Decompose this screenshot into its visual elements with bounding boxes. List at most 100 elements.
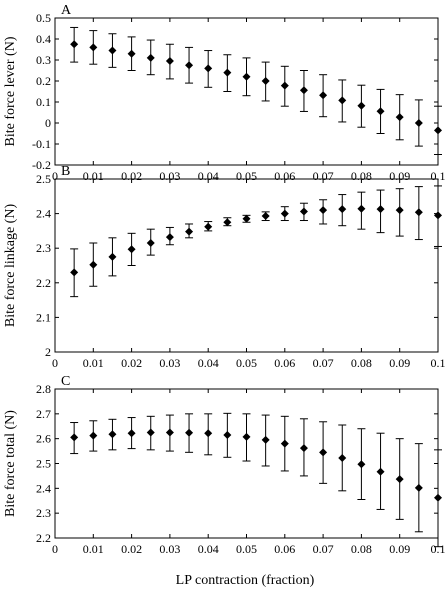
- panel-letter: A: [61, 3, 72, 18]
- data-point: [434, 493, 442, 502]
- y-axis-title: Bite force linkage (N): [3, 204, 18, 328]
- x-tick-label: 0.08: [351, 356, 372, 370]
- x-tick-label: 0.06: [274, 542, 295, 556]
- x-tick-label: 0.08: [351, 542, 372, 556]
- data-point: [70, 268, 79, 277]
- data-point: [185, 227, 194, 236]
- data-point: [165, 233, 174, 242]
- data-point: [319, 448, 328, 457]
- data-point: [338, 96, 347, 105]
- data-point: [223, 68, 232, 77]
- data-point: [242, 432, 251, 441]
- data-point: [127, 245, 136, 254]
- chart-panel-c: 0 0.01 0.02 0.03 0.04 0.05 0.06 0.07 0.08 0.09 0.1…: [3, 374, 446, 556]
- y-tick-label: 2.4: [36, 481, 51, 495]
- panel-letter: C: [61, 374, 70, 389]
- y-tick-label: -0.2: [32, 158, 51, 172]
- data-point: [223, 430, 232, 439]
- x-tick-label: 0.03: [159, 356, 180, 370]
- data-point: [376, 107, 385, 116]
- data-point: [108, 430, 117, 439]
- y-axis-title: Bite force total (N): [3, 410, 18, 517]
- data-point: [319, 206, 328, 215]
- panel-letter: B: [61, 164, 70, 179]
- x-tick-label: 0.04: [198, 542, 219, 556]
- data-point: [395, 113, 404, 122]
- data-point: [146, 428, 155, 437]
- x-tick-label: 0.07: [313, 542, 334, 556]
- x-tick-label: 0.02: [121, 356, 142, 370]
- y-tick-label: 2.5: [36, 172, 51, 186]
- data-point: [127, 429, 136, 438]
- x-tick-label: 0.05: [236, 542, 257, 556]
- y-tick-label: 0: [45, 116, 51, 130]
- data-point: [242, 72, 251, 81]
- y-tick-label: 2: [45, 345, 51, 359]
- chart-panel-b: 0 0.01 0.02 0.03 0.04 0.05 0.06 0.07 0.08 0.09 0.1…: [3, 164, 446, 370]
- x-tick-label: 0.03: [159, 542, 180, 556]
- data-point: [376, 205, 385, 214]
- data-point: [261, 212, 270, 221]
- data-point: [261, 77, 270, 85]
- y-tick-label: 2.6: [36, 432, 51, 446]
- data-point: [89, 43, 98, 52]
- y-axis-title: Bite force lever (N): [3, 36, 18, 146]
- y-tick-label: 2.3: [36, 506, 51, 520]
- data-point: [434, 126, 442, 135]
- data-point: [185, 428, 194, 437]
- y-tick-label: -0.1: [32, 137, 51, 151]
- x-tick-label: 0: [52, 169, 58, 183]
- data-point: [242, 214, 251, 223]
- data-point: [165, 428, 174, 437]
- data-point: [204, 222, 213, 231]
- y-tick-label: 2.3: [36, 241, 51, 255]
- x-tick-label: 0.1: [431, 542, 446, 556]
- data-point: [395, 475, 404, 484]
- data-point: [280, 439, 289, 448]
- data-point: [185, 61, 194, 70]
- y-tick-label: 0.1: [36, 95, 51, 109]
- x-tick-label: 0.01: [83, 356, 104, 370]
- x-axis-title: LP contraction (fraction): [176, 573, 315, 588]
- data-point: [280, 81, 289, 90]
- data-point: [70, 433, 79, 442]
- chart-panel-a: 0 0.01 0.02 0.03 0.04 0.05 0.06 0.07 0.08 0.09 0.1…: [3, 3, 446, 183]
- data-point: [204, 429, 213, 438]
- data-point: [146, 53, 155, 62]
- x-tick-label: 0.09: [389, 356, 410, 370]
- data-point: [89, 431, 98, 440]
- y-tick-label: 2.7: [36, 407, 51, 421]
- data-point: [338, 205, 347, 214]
- y-tick-label: 2.4: [36, 207, 51, 221]
- data-point: [376, 467, 385, 476]
- x-tick-label: 0.07: [313, 356, 334, 370]
- x-tick-label: 0.02: [121, 542, 142, 556]
- data-point: [280, 209, 289, 218]
- data-point: [395, 206, 404, 215]
- data-point: [146, 239, 155, 248]
- x-tick-label: 0.06: [274, 356, 295, 370]
- y-tick-label: 0.4: [36, 32, 51, 46]
- data-point: [223, 218, 232, 227]
- data-point: [299, 207, 308, 216]
- y-tick-label: 2.2: [36, 276, 51, 290]
- data-point: [127, 49, 136, 58]
- y-tick-label: 2.2: [36, 531, 51, 545]
- data-point: [108, 46, 117, 55]
- data-point: [414, 483, 423, 492]
- data-point: [165, 57, 174, 66]
- data-point: [357, 204, 366, 213]
- y-tick-label: 0.3: [36, 53, 51, 67]
- data-point: [299, 86, 308, 95]
- y-tick-label: 2.8: [36, 382, 51, 396]
- data-point: [357, 460, 366, 469]
- data-point: [204, 64, 213, 73]
- data-point: [414, 208, 423, 217]
- y-tick-label: 0.2: [36, 74, 51, 88]
- x-tick-label: 0: [52, 356, 58, 370]
- x-tick-label: 0.1: [431, 356, 446, 370]
- x-tick-label: 0.04: [198, 356, 219, 370]
- y-tick-label: 2.1: [36, 310, 51, 324]
- data-point: [299, 444, 308, 453]
